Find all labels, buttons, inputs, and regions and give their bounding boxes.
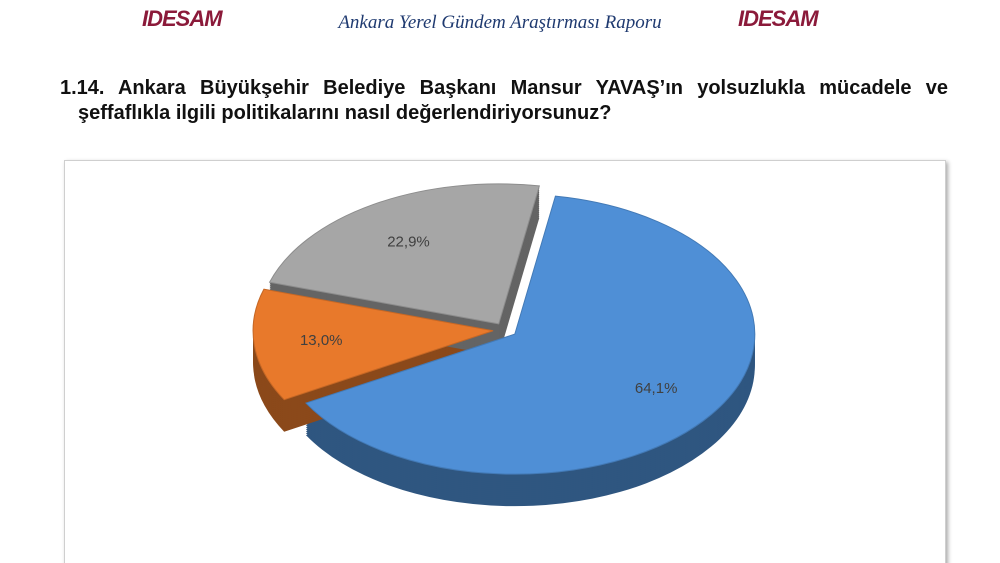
logo: IDESAM: [738, 6, 819, 31]
logo: IDESAM: [142, 6, 223, 31]
chart-title: 1.14. Ankara Büyükşehir Belediye Başkanı…: [60, 77, 948, 124]
report-title: Ankara Yerel Gündem Araştırması Raporu: [338, 12, 662, 33]
data-label: 64,1%: [635, 380, 678, 397]
data-label: 22,9%: [387, 234, 430, 251]
data-label: 13,0%: [300, 332, 343, 349]
slice: [305, 195, 756, 475]
slice: [252, 288, 494, 401]
slice: [268, 183, 540, 325]
